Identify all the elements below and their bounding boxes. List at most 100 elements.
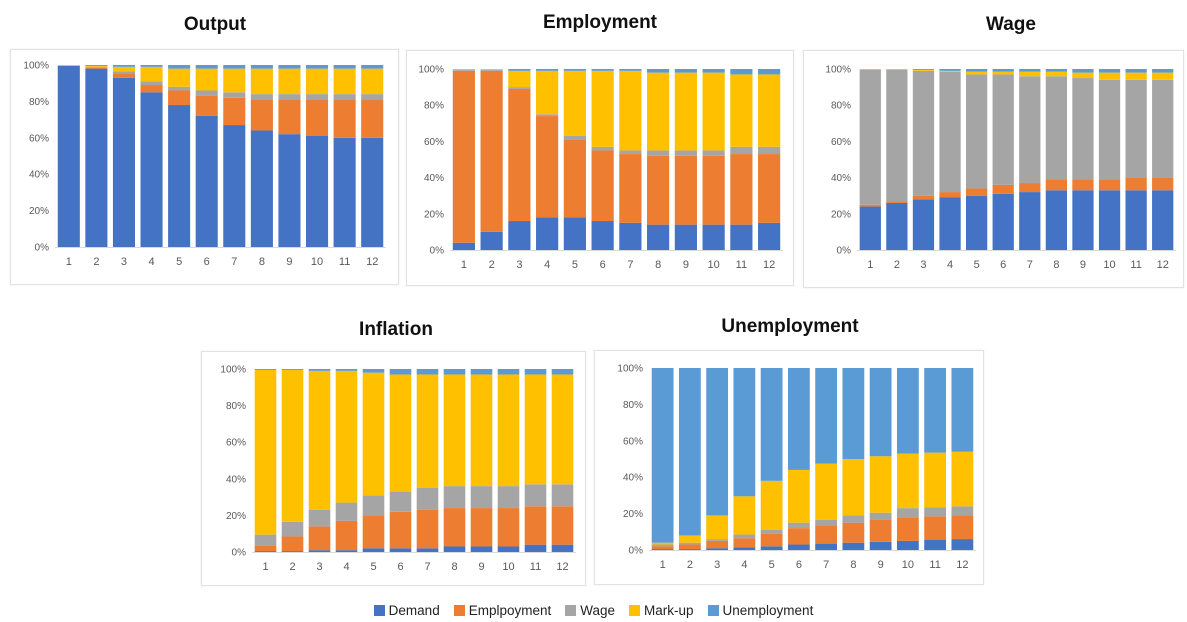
- x-tick-label: 10: [502, 561, 514, 573]
- bar-segment-mark-up-1: [859, 69, 881, 70]
- bar-segment-emplpoyment-10: [497, 508, 520, 547]
- bar-segment-mark-up-12: [951, 451, 974, 507]
- chart-employment: 0%20%40%60%80%100%1 2 3 4 5 6 7 8 9 10 11 12: [418, 65, 783, 271]
- bar-segment-unemployment-7: [815, 368, 838, 464]
- bar-segment-demand-4: [335, 550, 358, 552]
- bar-segment-unemployment-10: [896, 368, 919, 454]
- legend-label-unemployment: Unemployment: [722, 602, 814, 618]
- bar-segment-unemployment-4: [140, 65, 163, 67]
- legend-label-emplpoyment: Emplpoyment: [468, 602, 552, 618]
- bar-segment-emplpoyment-2: [678, 544, 701, 550]
- bar-segment-emplpoyment-5: [168, 90, 191, 106]
- bar-segment-mark-up-3: [508, 70, 531, 88]
- bar-segment-demand-2: [678, 549, 701, 550]
- bar-segment-emplpoyment-7: [223, 97, 246, 126]
- bar-segment-mark-up-6: [389, 374, 412, 492]
- bar-segment-mark-up-2: [85, 65, 108, 67]
- x-tick-label: 7: [627, 259, 633, 271]
- x-tick-label: 7: [424, 561, 430, 573]
- bar-segment-demand-10: [306, 135, 329, 247]
- bar-segment-demand-9: [278, 134, 301, 247]
- bar-segment-demand-7: [1019, 192, 1041, 250]
- bar-segment-unemployment-7: [223, 65, 246, 69]
- x-tick-label: 10: [708, 259, 720, 271]
- y-tick-label: 60%: [424, 137, 444, 148]
- bar-segment-wage-4: [140, 81, 163, 86]
- legend-swatch-mark-up: [629, 604, 641, 616]
- bar-segment-unemployment-10: [306, 65, 329, 69]
- bar-segment-wage-12: [758, 146, 781, 155]
- bar-segment-wage-4: [733, 534, 756, 539]
- bar-segment-wage-11: [1125, 79, 1147, 178]
- bar-segment-emplpoyment-10: [896, 517, 919, 541]
- bar-segment-unemployment-3: [112, 65, 135, 67]
- y-tick-label: 20%: [831, 209, 851, 220]
- bar-segment-wage-6: [787, 522, 810, 529]
- bar-segment-wage-7: [416, 487, 439, 510]
- x-tick-label: 12: [1157, 259, 1169, 271]
- bar-segment-wage-7: [619, 150, 642, 155]
- bar-segment-emplpoyment-12: [361, 99, 384, 138]
- bar-segment-emplpoyment-10: [702, 155, 725, 225]
- bar-segment-wage-4: [939, 71, 961, 193]
- bar-segment-mark-up-11: [524, 374, 547, 485]
- x-tick-label: 12: [556, 561, 568, 573]
- bar-segment-unemployment-9: [674, 69, 697, 73]
- y-tick-label: 40%: [424, 173, 444, 184]
- x-tick-label: 7: [231, 256, 237, 268]
- bar-segment-demand-3: [308, 550, 331, 552]
- bar-segment-wage-12: [951, 506, 974, 516]
- x-tick-label: 9: [478, 561, 484, 573]
- bar-segment-unemployment-11: [333, 65, 356, 69]
- bar-segment-mark-up-2: [678, 535, 701, 543]
- bar-segment-unemployment-6: [389, 369, 412, 375]
- y-tick-label: 40%: [623, 473, 643, 484]
- bar-segment-wage-8: [647, 150, 670, 156]
- chart-panel-inflation: 0% 20% 40% 60% 80% 100% 1 2 3 4 5 6 7 8 9 10 11 12: [201, 351, 586, 586]
- bar-segment-unemployment-5: [760, 368, 783, 481]
- bar-segment-demand-6: [389, 548, 412, 552]
- x-tick-label: 8: [1053, 259, 1059, 271]
- bar-segment-demand-11: [333, 137, 356, 247]
- bar-segment-demand-11: [524, 544, 547, 552]
- x-tick-label: 11: [1130, 259, 1141, 271]
- x-tick-label: 4: [148, 256, 154, 268]
- bar-segment-emplpoyment-12: [758, 154, 781, 223]
- x-tick-label: 10: [311, 256, 323, 268]
- chart-title-employment: Employment: [542, 12, 658, 33]
- bar-segment-wage-3: [508, 87, 531, 89]
- y-tick-label: 100%: [23, 61, 49, 72]
- x-tick-label: 7: [823, 559, 829, 571]
- bar-segment-unemployment-9: [869, 368, 892, 457]
- bar-segment-emplpoyment-2: [281, 536, 304, 552]
- x-tick-label: 9: [878, 559, 884, 571]
- bar-segment-emplpoyment-12: [551, 506, 574, 545]
- bar-segment-wage-11: [524, 484, 547, 507]
- bar-segment-mark-up-5: [563, 70, 586, 136]
- bar-segment-emplpoyment-8: [1045, 179, 1068, 191]
- bar-segment-wage-10: [896, 508, 919, 518]
- bar-segment-wage-6: [591, 146, 614, 151]
- bar-segment-unemployment-3: [912, 69, 935, 70]
- bar-segment-emplpoyment-3: [508, 88, 531, 222]
- bar-segment-demand-5: [965, 195, 988, 250]
- bar-segment-mark-up-1: [254, 369, 277, 535]
- bar-segment-wage-9: [869, 512, 892, 520]
- legend-item-unemployment: Unemployment: [707, 602, 814, 618]
- bar-segment-emplpoyment-7: [416, 509, 439, 549]
- x-tick-label: 6: [397, 561, 403, 573]
- bar-segment-mark-up-2: [886, 69, 908, 70]
- bar-segment-wage-10: [1098, 79, 1121, 180]
- bar-segment-wage-8: [842, 515, 865, 523]
- bar-segment-mark-up-7: [223, 68, 246, 93]
- bar-segment-wage-1: [254, 534, 277, 546]
- bar-segment-demand-12: [361, 137, 384, 247]
- bar-segment-wage-6: [389, 491, 412, 512]
- bar-segment-demand-10: [1098, 190, 1121, 250]
- bar-segment-wage-12: [361, 94, 384, 100]
- bar-segment-mark-up-12: [758, 74, 781, 147]
- x-tick-label: 3: [316, 561, 322, 573]
- bar-segment-emplpoyment-2: [886, 201, 908, 203]
- bar-segment-unemployment-10: [1098, 69, 1121, 73]
- chart-output: 0%20%40%60%80%100%1 2 3 4 5 6 7 8 9 10 11 12: [23, 61, 386, 268]
